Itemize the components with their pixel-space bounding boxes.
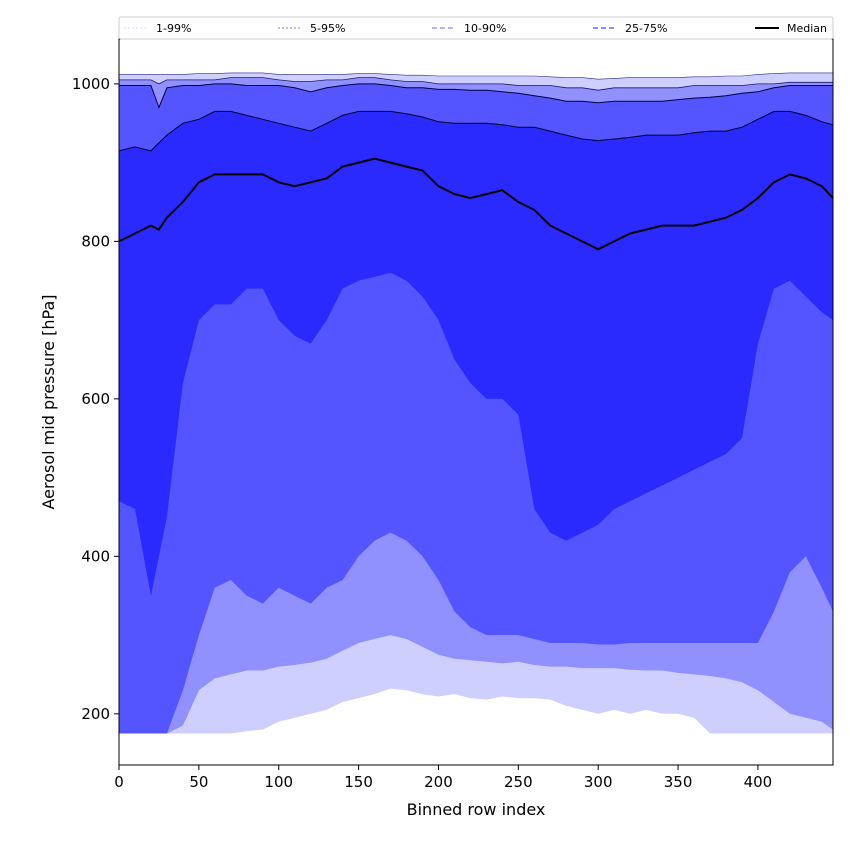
boundary-line-90 xyxy=(119,83,833,109)
legend-label-5-95-: 5-95% xyxy=(310,22,345,35)
y-tick-label-600: 600 xyxy=(81,390,110,408)
legend-label-25-75-: 25-75% xyxy=(625,22,667,35)
x-tick-label-50: 50 xyxy=(189,773,208,791)
x-tick-label-150: 150 xyxy=(344,773,373,791)
x-axis: 0 50 100 150 200 250 300 350 400 xyxy=(114,765,772,791)
legend-label-median: Median xyxy=(787,22,827,35)
x-tick-label-100: 100 xyxy=(264,773,293,791)
legend-label-1-99-: 1-99% xyxy=(156,22,191,35)
x-tick-label-0: 0 xyxy=(114,773,124,791)
x-tick-label-250: 250 xyxy=(504,773,533,791)
x-tick-label-300: 300 xyxy=(584,773,613,791)
x-tick-label-200: 200 xyxy=(424,773,453,791)
plot-area xyxy=(118,72,834,734)
legend-label-10-90-: 10-90% xyxy=(464,22,506,35)
boundary-line-95 xyxy=(119,77,833,91)
legend-frame xyxy=(118,16,834,40)
boundary-line-75 xyxy=(118,110,834,152)
x-axis-label: Binned row index xyxy=(407,800,546,819)
median-line xyxy=(118,157,834,251)
x-tick-label-400: 400 xyxy=(744,773,773,791)
x-tick-label-350: 350 xyxy=(664,773,693,791)
legend: 1-99% 5-95% 10-90% 25-75% Median xyxy=(118,16,834,40)
y-axis: 200 400 600 800 1000 xyxy=(72,75,119,723)
y-tick-label-1000: 1000 xyxy=(72,75,110,93)
y-axis-label: Aerosol mid pressure [hPa] xyxy=(39,294,58,509)
y-tick-label-400: 400 xyxy=(81,547,110,565)
y-tick-label-800: 800 xyxy=(81,232,110,250)
band-25-75 xyxy=(119,111,833,596)
boundary-line-99 xyxy=(119,72,833,80)
y-tick-label-200: 200 xyxy=(81,705,110,723)
